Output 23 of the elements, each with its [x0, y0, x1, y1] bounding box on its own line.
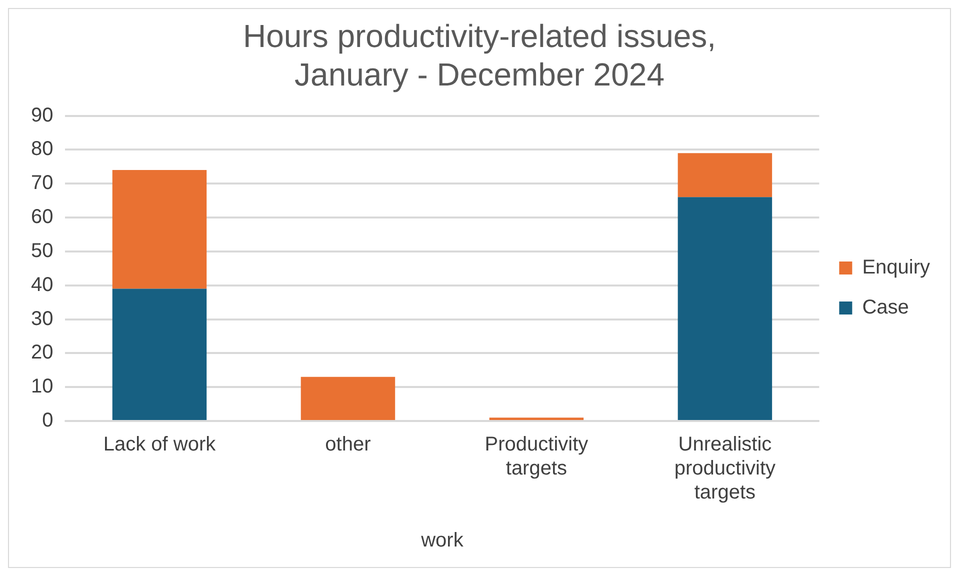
y-tick-label: 60: [30, 206, 54, 228]
y-tick-label: 90: [30, 104, 54, 126]
y-tick-label: 80: [30, 138, 54, 160]
x-tick-label: Unrealistic productivity targets: [674, 434, 776, 504]
y-tick-label: 10: [30, 376, 54, 398]
bar: [300, 376, 396, 420]
bar: [112, 288, 207, 420]
y-tick-label: 30: [30, 308, 54, 330]
x-tick-label: Productivity targets: [484, 434, 588, 480]
y-tick-label: 0: [42, 410, 54, 432]
y-tick-label: 40: [30, 274, 54, 296]
y-tick-label: 20: [30, 342, 54, 364]
y-tick-label: 70: [30, 172, 54, 194]
x-tick-label: Lack of work: [103, 434, 217, 456]
chart-title: Hours productivity-related issues, January - December 2024: [242, 18, 716, 92]
bar: [678, 197, 772, 420]
y-tick-label: 50: [30, 240, 54, 262]
legend-label: Enquiry: [862, 256, 930, 279]
x-axis-title: work: [420, 530, 464, 552]
x-tick-label: other: [325, 434, 372, 456]
bar: [112, 170, 207, 289]
bar: [678, 153, 772, 198]
legend-label: Case: [862, 296, 909, 319]
